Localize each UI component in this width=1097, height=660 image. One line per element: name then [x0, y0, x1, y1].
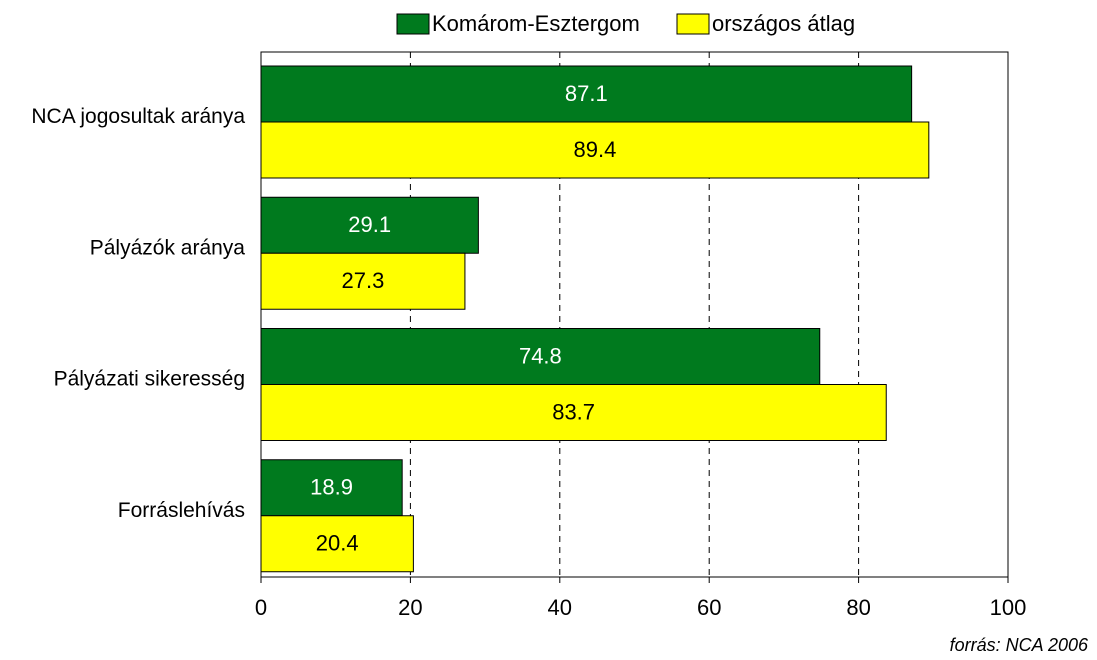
bar: [260, 196, 479, 254]
data-label: 87.1: [565, 81, 608, 106]
bar: [260, 459, 403, 517]
legend-swatch: [396, 13, 430, 35]
x-tick-label: 100: [990, 595, 1027, 620]
data-label: 27.3: [342, 268, 385, 293]
plot-frame: [260, 51, 1009, 578]
y-tick-label: Pályázók aránya: [90, 236, 246, 259]
legend-label: Komárom-Esztergom: [432, 11, 640, 36]
bar: [260, 252, 466, 310]
data-label: 29.1: [348, 212, 391, 237]
y-tick-label: NCA jogosultak aránya: [31, 105, 245, 128]
x-tick-label: 60: [697, 595, 721, 620]
y-tick-label: Forráslehívás: [118, 499, 245, 522]
bar: [260, 384, 887, 441]
data-label: 89.4: [573, 137, 616, 162]
x-tick-label: 0: [255, 595, 267, 620]
source-note: forrás: NCA 2006: [950, 635, 1089, 655]
x-tick-label: 20: [398, 595, 422, 620]
legend-label: országos átlag: [712, 11, 855, 36]
x-tick-label: 40: [548, 595, 572, 620]
y-tick-label: Pályázati sikeresség: [54, 368, 245, 391]
data-label: 74.8: [519, 343, 562, 368]
bar: [260, 515, 414, 573]
bar: [260, 328, 821, 385]
data-label: 20.4: [316, 531, 359, 556]
data-label: 83.7: [552, 399, 595, 424]
data-label: 18.9: [310, 475, 353, 500]
x-tick-label: 80: [846, 595, 870, 620]
legend-swatch: [676, 13, 710, 35]
